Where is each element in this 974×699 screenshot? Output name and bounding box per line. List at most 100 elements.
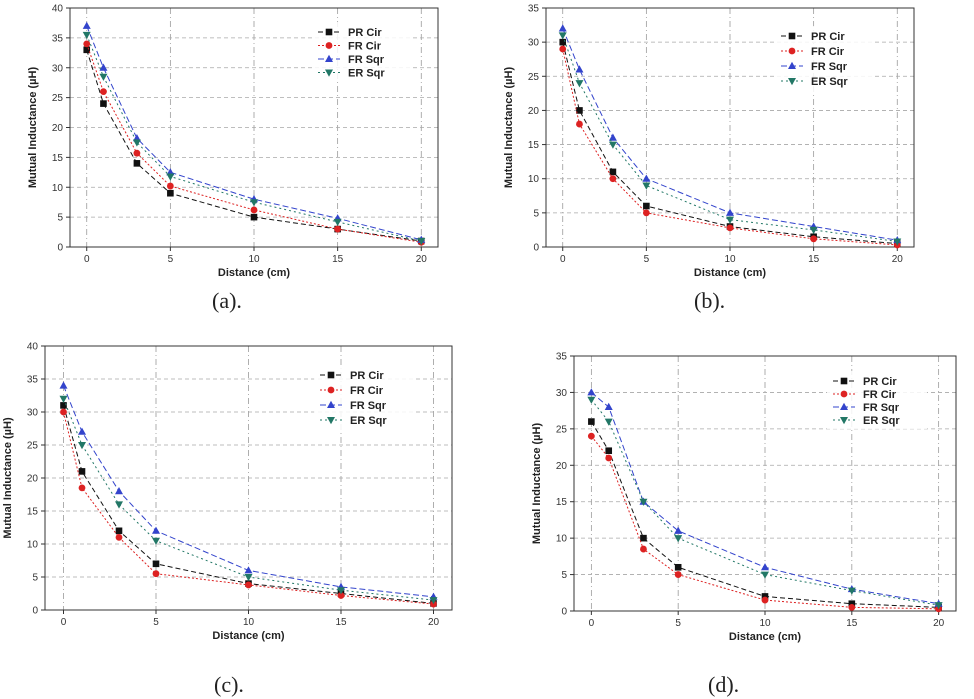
x-axis-label: Distance (cm) — [694, 267, 766, 279]
legend-marker-er-sqr — [327, 417, 335, 425]
y-tick-label: 25 — [556, 424, 568, 435]
y-tick-label: 20 — [556, 461, 568, 472]
data-point-fr-sqr — [99, 63, 108, 71]
legend-marker-fr-cir — [788, 47, 796, 55]
x-tick-label: 0 — [589, 618, 595, 629]
series-fr-cir — [60, 408, 437, 608]
data-point-er-sqr — [608, 141, 617, 149]
data-point-er-sqr — [642, 182, 651, 190]
chart-d: 0 5 10 15 20 0 5 10 15 20 25 30 35 Distance (cm) Mutua… — [531, 352, 957, 643]
data-point-er-sqr — [604, 418, 613, 426]
y-axis-label: Mutual Inductance (µH) — [27, 67, 39, 189]
legend-marker-er-sqr — [325, 69, 333, 77]
y-tick-label: 30 — [556, 388, 568, 399]
data-point-fr-sqr — [82, 21, 91, 29]
data-point-er-sqr — [82, 31, 91, 40]
y-tick-label: 30 — [528, 38, 540, 49]
data-point-er-sqr — [99, 73, 108, 81]
data-point-er-sqr — [59, 395, 68, 403]
y-tick-label: 5 — [32, 573, 38, 584]
legend-label-fr-cir: FR Cir — [863, 389, 897, 401]
chart-panel-d: 0 5 10 15 20 0 5 10 15 20 25 30 35 Distance (cm) Mutua… — [490, 335, 974, 655]
x-tick-label: 0 — [84, 254, 90, 265]
data-point-pr-cir — [643, 202, 650, 210]
data-point-pr-cir — [83, 46, 91, 54]
data-point-er-sqr — [934, 602, 943, 610]
data-point-fr-sqr — [115, 487, 123, 495]
data-point-er-sqr — [166, 173, 175, 181]
legend-label-fr-sqr: FR Sqr — [863, 402, 900, 414]
data-point-er-sqr — [726, 216, 734, 224]
x-tick-label: 5 — [644, 254, 650, 265]
data-point-fr-cir — [115, 534, 123, 541]
data-point-pr-cir — [60, 402, 67, 409]
data-point-pr-cir — [559, 38, 567, 46]
y-tick-label: 25 — [528, 72, 540, 83]
y-tick-label: 15 — [27, 507, 39, 518]
y-tick-label: 40 — [27, 342, 39, 353]
data-point-fr-sqr — [152, 526, 160, 534]
y-tick-label: 35 — [528, 4, 540, 15]
x-axis-label: Distance (cm) — [729, 631, 801, 643]
data-point-fr-cir — [337, 592, 345, 599]
data-point-er-sqr — [639, 498, 648, 506]
data-point-pr-cir — [588, 418, 595, 425]
data-point-fr-cir — [761, 596, 769, 604]
tick-labels: 0 5 10 15 20 0 5 10 15 20 25 30 35 — [528, 4, 903, 266]
data-point-fr-cir — [609, 175, 617, 183]
y-tick-label: 20 — [528, 106, 540, 117]
data-point-er-sqr — [674, 535, 683, 543]
data-point-fr-cir — [587, 432, 595, 440]
y-tick-label: 15 — [528, 140, 540, 151]
x-tick-label: 20 — [416, 254, 428, 265]
data-point-pr-cir — [848, 600, 856, 608]
data-point-fr-sqr — [674, 526, 683, 534]
data-point-fr-cir — [810, 235, 818, 243]
data-point-er-sqr — [78, 442, 86, 450]
legend-marker-er-sqr — [788, 78, 796, 86]
data-point-fr-cir — [642, 209, 650, 217]
y-tick-label: 0 — [561, 607, 567, 618]
x-tick-label: 10 — [248, 254, 260, 265]
data-point-er-sqr — [115, 501, 123, 509]
x-tick-label: 0 — [61, 617, 67, 628]
data-point-fr-sqr — [726, 208, 734, 216]
data-point-er-sqr — [809, 226, 818, 235]
legend-label-fr-cir: FR Cir — [811, 46, 845, 58]
legend-marker-pr-cir — [325, 28, 333, 36]
legend-label-pr-cir: PR Cir — [863, 376, 897, 388]
data-point-pr-cir — [152, 560, 160, 568]
data-point-pr-cir — [640, 534, 647, 542]
data-point-fr-cir — [559, 45, 567, 53]
data-point-fr-cir — [78, 484, 86, 492]
data-point-er-sqr — [333, 218, 342, 227]
data-point-er-sqr — [575, 80, 584, 88]
series-er-sqr — [558, 32, 902, 246]
y-tick-label: 5 — [57, 213, 63, 224]
legend-marker-pr-cir — [840, 377, 848, 385]
y-tick-label: 20 — [52, 123, 64, 134]
data-point-pr-cir — [167, 189, 174, 197]
y-tick-label: 10 — [27, 540, 39, 551]
x-tick-label: 20 — [428, 617, 440, 628]
x-tick-label: 20 — [892, 254, 904, 265]
y-tick-label: 15 — [52, 153, 64, 164]
legend-label-fr-sqr: FR Sqr — [348, 54, 385, 66]
legend-marker-fr-sqr — [788, 61, 796, 69]
chart-panel-a: 0 5 10 15 20 0 5 10 15 20 25 30 35 40 Distance (cm) Mut… — [0, 0, 490, 285]
legend-marker-fr-cir — [327, 386, 335, 394]
x-tick-label: 10 — [759, 618, 771, 629]
data-point-pr-cir — [609, 168, 617, 176]
legend-marker-fr-cir — [840, 390, 848, 398]
y-tick-label: 5 — [561, 570, 567, 581]
data-point-fr-cir — [245, 581, 252, 589]
x-tick-label: 10 — [724, 254, 736, 265]
legend-marker-er-sqr — [840, 417, 848, 425]
data-point-er-sqr — [847, 587, 856, 595]
data-point-fr-sqr — [575, 65, 584, 73]
series-er-sqr — [59, 395, 438, 605]
data-point-fr-cir — [674, 571, 682, 578]
data-point-er-sqr — [761, 571, 769, 579]
data-point-fr-cir — [152, 570, 160, 578]
data-point-fr-cir — [605, 454, 613, 462]
